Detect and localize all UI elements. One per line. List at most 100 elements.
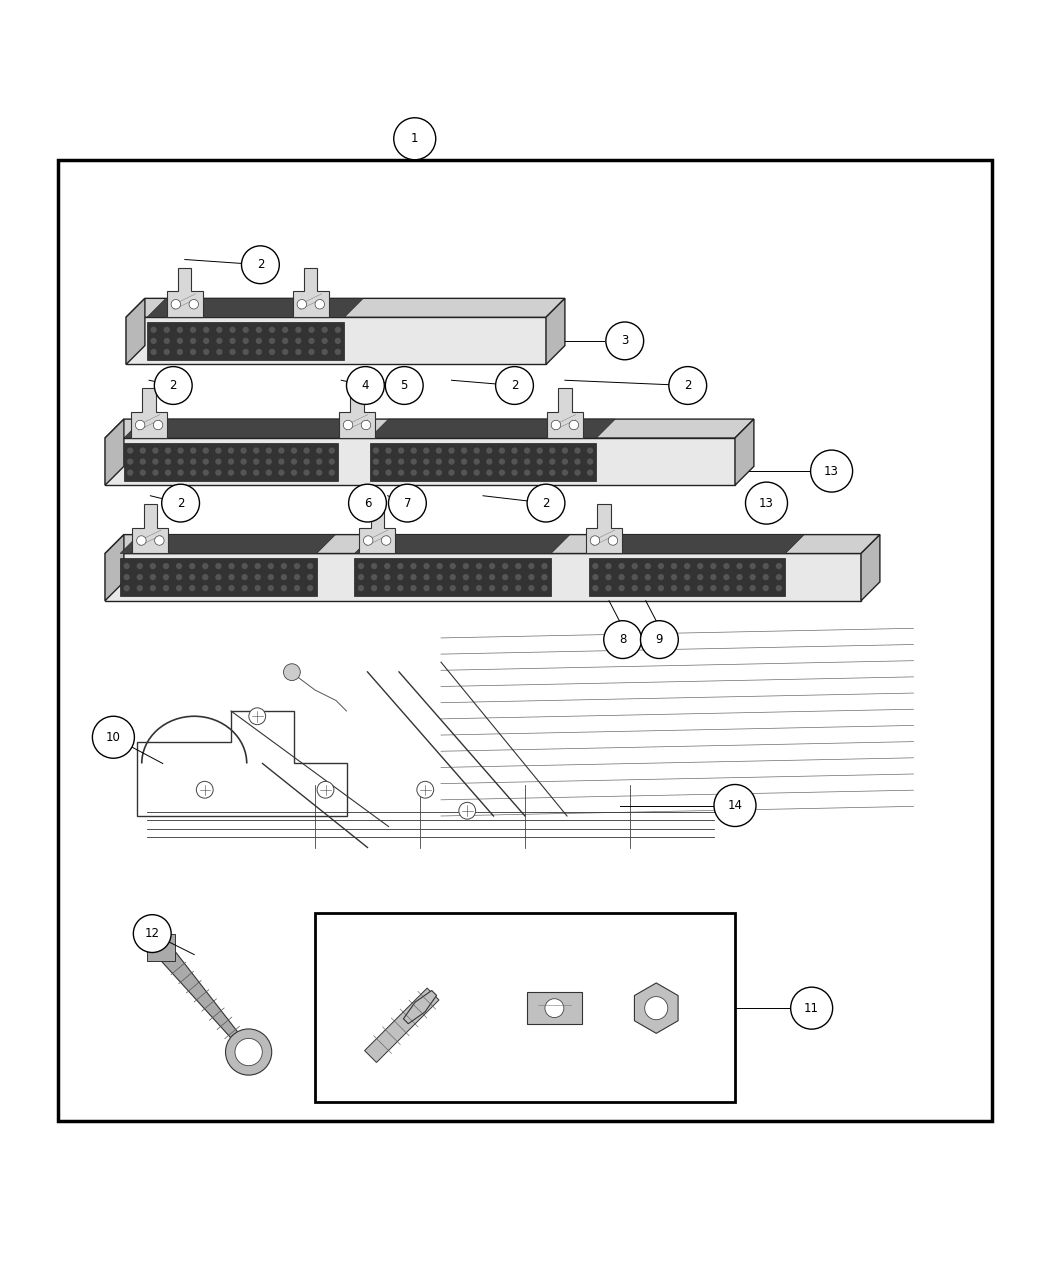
Text: 4: 4 — [361, 379, 370, 391]
Circle shape — [280, 585, 287, 592]
Text: 11: 11 — [804, 1002, 819, 1015]
Circle shape — [697, 574, 704, 580]
Circle shape — [811, 450, 853, 492]
Circle shape — [316, 469, 322, 476]
Circle shape — [542, 585, 548, 592]
Circle shape — [154, 536, 164, 546]
Circle shape — [228, 564, 234, 569]
Circle shape — [423, 459, 429, 465]
Circle shape — [150, 574, 156, 580]
Circle shape — [309, 338, 315, 344]
Polygon shape — [105, 419, 754, 439]
Circle shape — [436, 469, 442, 476]
Circle shape — [373, 448, 379, 454]
Circle shape — [196, 782, 213, 798]
Circle shape — [203, 448, 209, 454]
Circle shape — [394, 117, 436, 159]
Circle shape — [631, 574, 637, 580]
Circle shape — [203, 326, 209, 333]
Circle shape — [746, 482, 788, 524]
Circle shape — [657, 585, 664, 592]
Circle shape — [242, 574, 248, 580]
Polygon shape — [370, 419, 615, 439]
Circle shape — [437, 564, 443, 569]
Circle shape — [592, 585, 598, 592]
Circle shape — [397, 574, 403, 580]
Text: 2: 2 — [684, 379, 692, 391]
Circle shape — [150, 326, 156, 333]
Circle shape — [463, 564, 469, 569]
Text: 5: 5 — [400, 379, 408, 391]
Circle shape — [226, 1029, 272, 1075]
Circle shape — [608, 536, 617, 546]
Circle shape — [398, 469, 404, 476]
Circle shape — [316, 448, 322, 454]
Circle shape — [303, 448, 310, 454]
Circle shape — [411, 448, 417, 454]
Circle shape — [127, 448, 133, 454]
Circle shape — [268, 564, 274, 569]
Circle shape — [190, 469, 196, 476]
Circle shape — [549, 469, 555, 476]
Circle shape — [176, 564, 183, 569]
Circle shape — [133, 914, 171, 952]
Circle shape — [574, 459, 581, 465]
Circle shape — [358, 564, 364, 569]
Circle shape — [216, 326, 223, 333]
Circle shape — [294, 564, 300, 569]
Circle shape — [528, 574, 534, 580]
Circle shape — [549, 448, 555, 454]
Circle shape — [750, 574, 756, 580]
Circle shape — [266, 459, 272, 465]
Circle shape — [723, 564, 730, 569]
Circle shape — [371, 574, 377, 580]
Circle shape — [750, 564, 756, 569]
Circle shape — [282, 326, 289, 333]
Text: 2: 2 — [176, 496, 185, 510]
Circle shape — [294, 574, 300, 580]
Bar — [105, 439, 735, 486]
Circle shape — [371, 564, 377, 569]
Circle shape — [243, 326, 249, 333]
Circle shape — [349, 484, 386, 521]
Circle shape — [762, 574, 769, 580]
Circle shape — [203, 574, 209, 580]
Circle shape — [190, 326, 196, 333]
Circle shape — [489, 585, 496, 592]
Polygon shape — [359, 504, 395, 553]
Circle shape — [684, 574, 690, 580]
Bar — [315, 913, 735, 1102]
Circle shape — [411, 574, 417, 580]
Polygon shape — [124, 419, 357, 439]
Polygon shape — [546, 298, 565, 365]
Circle shape — [776, 574, 782, 580]
Circle shape — [657, 574, 664, 580]
Circle shape — [268, 585, 274, 592]
Circle shape — [516, 574, 522, 580]
Circle shape — [203, 349, 209, 354]
Circle shape — [171, 300, 181, 309]
Circle shape — [176, 338, 183, 344]
Circle shape — [242, 564, 248, 569]
Circle shape — [549, 459, 555, 465]
Circle shape — [476, 585, 482, 592]
Text: 1: 1 — [411, 133, 419, 145]
Text: 9: 9 — [655, 634, 664, 646]
Text: 2: 2 — [510, 379, 519, 391]
Circle shape — [384, 564, 391, 569]
Circle shape — [397, 564, 403, 569]
Circle shape — [474, 459, 480, 465]
Circle shape — [163, 574, 169, 580]
Circle shape — [240, 459, 247, 465]
Circle shape — [542, 564, 548, 569]
Circle shape — [437, 585, 443, 592]
Circle shape — [511, 448, 518, 454]
Circle shape — [229, 349, 235, 354]
Circle shape — [295, 338, 301, 344]
Text: 8: 8 — [618, 634, 627, 646]
Circle shape — [449, 574, 456, 580]
Circle shape — [291, 459, 297, 465]
Text: 12: 12 — [145, 927, 160, 940]
Circle shape — [335, 326, 341, 333]
Circle shape — [486, 448, 492, 454]
